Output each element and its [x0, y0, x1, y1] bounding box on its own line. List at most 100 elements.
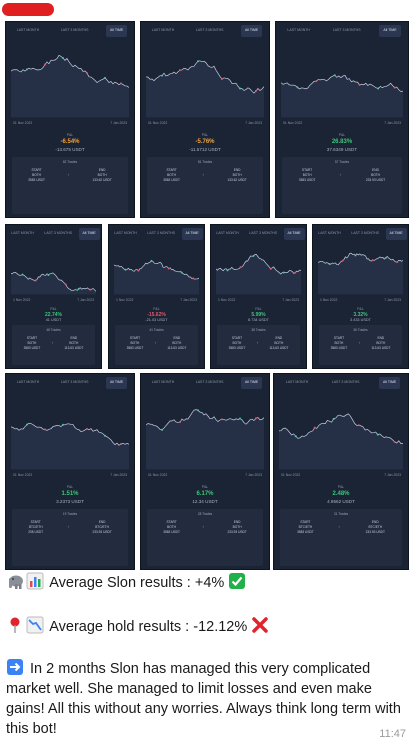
period-tab[interactable]: LAST MONTH	[216, 231, 239, 235]
arrow-icon: ›	[358, 340, 361, 345]
period-tabs: LAST MONTH LAST 3 MONTHS All TIME	[6, 25, 134, 37]
period-tab[interactable]: LAST MONTH	[287, 28, 310, 32]
bot-result-card[interactable]: LAST MONTH LAST 3 MONTHS All TIME 1 Nov 202…	[210, 224, 307, 369]
trade-marker	[64, 283, 67, 286]
trade-marker	[104, 434, 106, 437]
start-label: START	[231, 336, 243, 340]
period-tab[interactable]: LAST 3 MONTHS	[351, 231, 380, 235]
period-tab[interactable]: All TIME	[241, 25, 263, 37]
bot-result-card[interactable]: LAST MONTH LAST 3 MONTHS All TIME 1 Nov 202…	[108, 224, 205, 369]
price-line	[318, 252, 403, 266]
period-tab[interactable]: LAST 3 MONTHS	[332, 28, 361, 32]
end-pair: BOTH	[371, 173, 380, 177]
trade-stats: 31 Trades START BTC/ETH 3583 USDT › END BTC/ET…	[280, 509, 402, 566]
period-tab[interactable]: LAST 3 MONTHS	[249, 231, 278, 235]
message-body-text: In 2 months Slon has managed this very c…	[6, 661, 401, 737]
pnl-percent: 1.51%	[61, 491, 79, 497]
pnl-label: P&L	[357, 307, 364, 311]
start-balance: 3583 USDT	[126, 346, 144, 350]
pin-icon	[6, 616, 24, 634]
chart-start-date: 01 Nov 2022	[281, 473, 301, 477]
period-tab[interactable]: LAST 3 MONTHS	[147, 231, 176, 235]
trade-marker	[377, 87, 380, 90]
period-tab[interactable]: All TIME	[106, 377, 128, 389]
period-tabs: LAST MONTH LAST 3 MONTHS All TIME	[211, 228, 306, 240]
period-tab[interactable]: LAST MONTH	[11, 231, 34, 235]
period-tab[interactable]: LAST MONTH	[318, 231, 341, 235]
period-tabs: LAST MONTH LAST 3 MONTHS All TIME	[276, 25, 408, 37]
period-tab[interactable]: LAST MONTH	[16, 28, 40, 32]
period-tab[interactable]: LAST MONTH	[285, 380, 309, 384]
period-tab[interactable]: All TIME	[78, 228, 100, 240]
start-label: START	[333, 336, 345, 340]
period-tab[interactable]: All TIME	[106, 25, 128, 37]
end-balance: 233.93 USDT	[227, 530, 247, 534]
trade-marker	[26, 68, 28, 71]
bot-result-card[interactable]: LAST MONTH LAST 3 MONTHS All TIME 1 Nov 202…	[5, 224, 102, 369]
period-tab[interactable]: LAST MONTH	[16, 380, 40, 384]
bot-result-card[interactable]: LAST MONTH LAST 3 MONTHS All TIME 01 Nov 20…	[275, 21, 409, 218]
period-tab[interactable]: LAST 3 MONTHS	[195, 380, 224, 384]
period-tab[interactable]: LAST MONTH	[151, 28, 175, 32]
price-line	[146, 60, 264, 94]
chart-start-date: 01 Nov 2022	[13, 473, 33, 477]
period-tab[interactable]: All TIME	[385, 228, 407, 240]
trade-marker	[282, 271, 285, 274]
trade-marker	[104, 76, 106, 79]
trades-count: 31 Trades	[333, 512, 349, 516]
bot-result-card[interactable]: LAST MONTH LAST 3 MONTHS All TIME 01 Nov 20…	[5, 21, 135, 218]
period-tab[interactable]: LAST MONTH	[114, 231, 137, 235]
start-pair: BTC/ETH	[298, 525, 313, 529]
period-tab[interactable]: All TIME	[241, 377, 263, 389]
bot-result-card[interactable]: LAST MONTH LAST 3 MONTHS All TIME 01 Nov 20…	[5, 373, 135, 570]
bot-result-card[interactable]: LAST MONTH LAST 3 MONTHS All TIME 01 Nov 20…	[273, 373, 409, 570]
trade-marker	[294, 435, 297, 438]
bot-result-card[interactable]: LAST MONTH LAST 3 MONTHS All TIME 01 Nov 20…	[140, 21, 270, 218]
pnl-label: P&L	[153, 307, 160, 311]
end-stats: END BOTH 113.63 USDT	[269, 336, 288, 351]
period-tab[interactable]: All TIME	[181, 228, 203, 240]
period-tab[interactable]: LAST 3 MONTHS	[60, 380, 89, 384]
bot-result-card[interactable]: LAST MONTH LAST 3 MONTHS All TIME 01 Nov 20…	[140, 373, 270, 570]
start-balance: 3583 USDT	[28, 178, 45, 182]
arrow-icon: ›	[339, 172, 341, 177]
trade-marker	[86, 427, 88, 430]
start-stats: START BOTH 3583 USDT	[229, 336, 246, 351]
period-tab[interactable]: All TIME	[379, 25, 401, 37]
arrow-icon: ›	[256, 340, 259, 345]
start-balance: 3583 USDT	[297, 530, 314, 534]
start-stats: START BOTH 3583 USDT	[163, 520, 180, 535]
pnl-percent: 26.83%	[331, 139, 353, 145]
price-chart	[11, 271, 96, 295]
period-tab[interactable]: All TIME	[283, 228, 305, 240]
trade-stats: 82 Trades START BOTH 3583 USDT › END BOTH 133.6…	[12, 157, 128, 214]
end-label: END	[173, 336, 181, 340]
start-label: START	[302, 168, 313, 172]
period-tabs: LAST MONTH LAST 3 MONTHS All TIME	[313, 228, 408, 240]
period-tab[interactable]: LAST 3 MONTHS	[195, 28, 224, 32]
chart-end-date: 7 Jan 2023	[180, 298, 197, 302]
trade-marker	[180, 271, 183, 274]
end-pair: BOTH	[97, 173, 107, 177]
trade-marker	[239, 266, 242, 269]
trade-marker	[26, 423, 28, 426]
trade-marker	[313, 426, 316, 429]
trade-marker	[44, 428, 46, 431]
chart-end-date: 7 Jan 2023	[384, 121, 401, 125]
trade-stats: 38 Trades START BOTH 3583 USDT › END BOTH 113.6…	[217, 325, 300, 365]
period-tab[interactable]: LAST MONTH	[151, 380, 175, 384]
period-tab[interactable]: LAST 3 MONTHS	[44, 231, 73, 235]
chart-start-date: 1 Nov 2022	[218, 298, 236, 302]
start-pair: BOTH	[130, 341, 140, 345]
end-label: END	[371, 520, 379, 524]
end-balance: 113.63 USDT	[269, 346, 289, 350]
period-tab[interactable]: LAST 3 MONTHS	[331, 380, 360, 384]
period-tab[interactable]: All TIME	[379, 377, 401, 389]
bot-result-card[interactable]: LAST MONTH LAST 3 MONTHS All TIME 1 Nov 202…	[312, 224, 409, 369]
chart-end-date: 7 Jan 2023	[245, 473, 262, 477]
trades-count: 57 Trades	[334, 160, 350, 164]
period-tab[interactable]: LAST 3 MONTHS	[60, 28, 89, 32]
chart-start-date: 01 Nov 2022	[148, 121, 168, 125]
price-line	[11, 422, 129, 446]
trades-count: 28 Trades	[197, 512, 213, 516]
